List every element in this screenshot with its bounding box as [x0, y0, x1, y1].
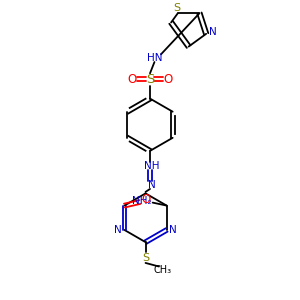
Text: N: N	[209, 27, 217, 37]
Text: N: N	[114, 225, 122, 235]
Text: O: O	[141, 193, 151, 206]
Text: CH₃: CH₃	[153, 265, 172, 275]
Text: S: S	[142, 253, 149, 262]
Text: HN: HN	[147, 53, 162, 63]
Text: S: S	[173, 3, 180, 13]
Text: O: O	[127, 73, 136, 86]
Text: O: O	[164, 73, 173, 86]
Text: S: S	[146, 73, 154, 86]
Text: NH₂: NH₂	[132, 196, 151, 206]
Text: N: N	[169, 225, 177, 235]
Text: N: N	[148, 180, 156, 190]
Text: NH: NH	[144, 161, 160, 171]
